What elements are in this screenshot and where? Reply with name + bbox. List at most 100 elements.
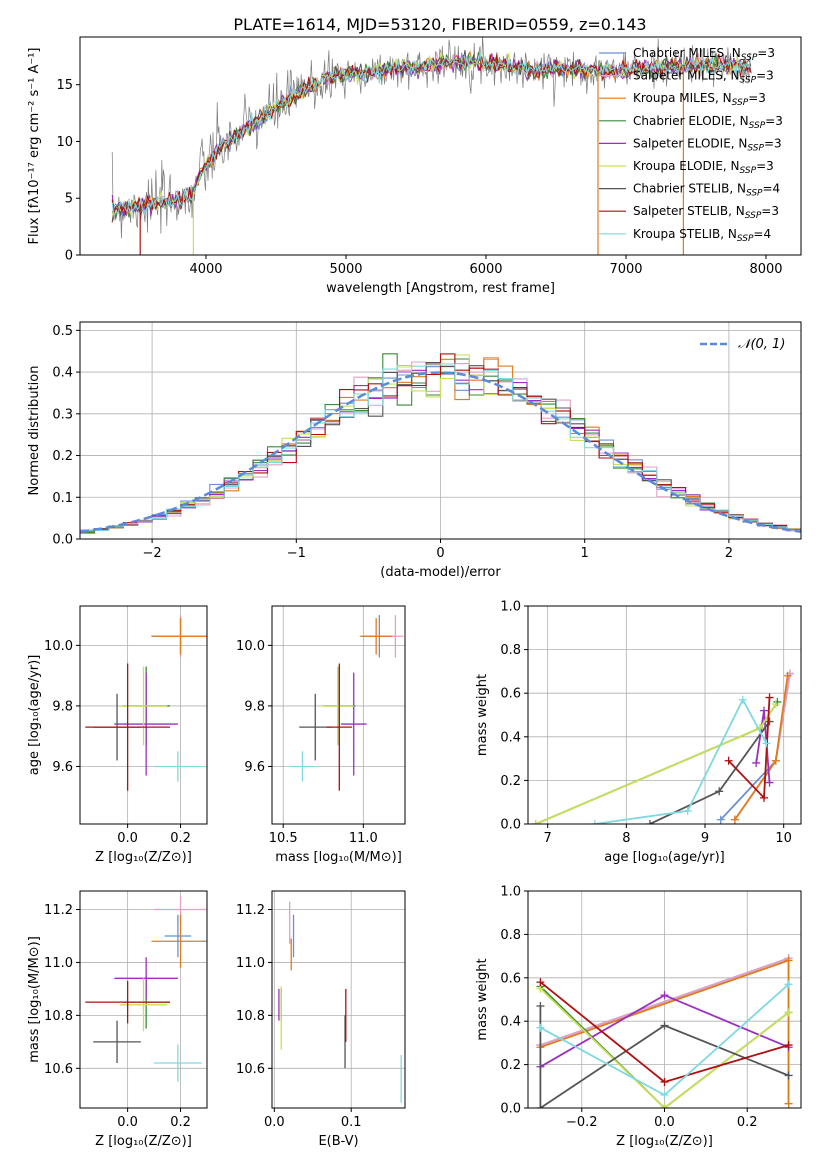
y-tick-label: 0.4 — [500, 730, 521, 745]
y-tick-label: 10.8 — [236, 1009, 265, 1024]
legend-entry: Chabrier ELODIE, NSSP=3 — [633, 114, 783, 131]
age-vs-Z-plot-area — [85, 615, 207, 791]
x-tick-label: 9 — [701, 831, 709, 846]
legend-entry: Chabrier STELIB, NSSP=4 — [633, 182, 780, 199]
x-tick-label: 8000 — [749, 262, 782, 277]
axes-frame — [79, 605, 208, 825]
y-tick-label: 5 — [65, 192, 73, 207]
mass-weight-marker — [784, 956, 793, 965]
mass-weight-marker — [784, 980, 793, 989]
spectrum-panel: 4000 5000 6000 7000 8000 0 5 10 15 wavelength [An… — [27, 36, 802, 296]
y-tick-label: 0.6 — [500, 971, 521, 986]
y-tick-label: 1.0 — [500, 885, 521, 900]
axes-frame — [271, 605, 406, 825]
y-tick-label: 0.2 — [500, 774, 521, 789]
mass-weight-marker — [536, 1023, 545, 1032]
x-axis-label: Z [log₁₀(Z/Z⊙)] — [95, 1134, 192, 1149]
x-tick-label: 10.5 — [269, 831, 298, 846]
x-tick-label: 6000 — [469, 262, 502, 277]
residual-histogram — [80, 363, 801, 532]
mass-weight-marker — [683, 806, 692, 815]
mass-weight-marker — [660, 991, 669, 1000]
x-axis-label: Z [log₁₀(Z/Z⊙)] — [95, 850, 192, 865]
y-tick-label: 9.6 — [52, 760, 73, 775]
mass-weight-marker — [531, 820, 540, 824]
y-axis-label: mass weight — [475, 958, 490, 1040]
mass-weight-marker — [760, 793, 769, 802]
x-axis-label: E(B-V) — [318, 1134, 358, 1149]
y-tick-label: 10 — [56, 135, 73, 150]
y-axis-label: Normed distribution — [27, 366, 42, 496]
mass-weight-marker — [645, 820, 654, 824]
y-tick-label: 0.0 — [52, 533, 73, 548]
mass-weight-marker — [784, 1099, 793, 1108]
y-tick-label: 15 — [56, 78, 73, 93]
x-axis-label: mass [log₁₀(M/M⊙)] — [275, 850, 402, 865]
x-tick-label: 0.1 — [341, 1115, 362, 1130]
legend-entry: 𝒩(0, 1) — [738, 337, 785, 352]
y-tick-label: 10.0 — [236, 639, 265, 654]
x-tick-label: −2 — [143, 546, 162, 561]
x-tick-label: 5000 — [329, 262, 362, 277]
axes-frame — [79, 36, 802, 256]
massweight-vs-age-panel: 7 8 9 10 0.0 0.2 0.4 0.6 0.8 1.0 age [log₁₀(age/yr… — [475, 600, 802, 865]
mass-weight-line — [539, 987, 790, 1108]
y-tick-label: 0 — [65, 249, 73, 264]
spectrum-plot-area — [111, 37, 752, 255]
y-axis-label: mass [log₁₀(M/M⊙)] — [27, 936, 42, 1063]
x-axis-label: wavelength [Angstrom, rest frame] — [326, 281, 555, 296]
y-tick-label: 0.2 — [52, 449, 73, 464]
legend-entry: Salpeter STELIB, NSSP=3 — [633, 204, 779, 221]
mass-weight-marker — [765, 717, 774, 726]
mass-weight-marker — [784, 1041, 793, 1050]
mass-vs-EBV-plot-area — [278, 901, 402, 1103]
mass-weight-marker — [784, 1071, 793, 1080]
mass-weight-line — [720, 673, 791, 821]
x-tick-label: 0 — [436, 546, 444, 561]
mass-weight-marker — [783, 671, 792, 680]
x-axis-label: Z [log₁₀(Z/Z⊙)] — [616, 1134, 713, 1149]
y-tick-label: 11.2 — [236, 903, 265, 918]
x-tick-label: −1 — [287, 546, 306, 561]
x-tick-label: 10 — [775, 831, 792, 846]
y-tick-label: 10.6 — [44, 1062, 73, 1077]
mass-weight-marker — [660, 1090, 669, 1099]
x-tick-label: 0.0 — [264, 1115, 285, 1130]
x-axis-label: (data-model)/error — [380, 565, 501, 580]
x-tick-label: 7000 — [609, 262, 642, 277]
y-tick-label: 0.1 — [52, 491, 73, 506]
y-tick-label: 10.6 — [236, 1062, 265, 1077]
y-tick-label: 0.6 — [500, 687, 521, 702]
mass-weight-marker — [730, 815, 739, 824]
age-vs-Z-panel: 0.0 0.2 9.6 9.8 10.0 Z [log₁₀(Z/Z⊙)] age [log₁… — [27, 605, 208, 865]
mass-weight-marker — [765, 693, 774, 702]
x-tick-label: 0.0 — [654, 1115, 675, 1130]
mass-weight-line — [540, 957, 789, 1046]
y-tick-label: 0.5 — [52, 324, 73, 339]
mass-weight-marker — [660, 1021, 669, 1030]
y-tick-label: 9.8 — [52, 699, 73, 714]
y-tick-label: 0.0 — [500, 818, 521, 833]
mass-weight-marker — [771, 700, 780, 709]
mass-weight-line — [539, 1006, 789, 1108]
legend-entry: Kroupa STELIB, NSSP=4 — [633, 227, 771, 244]
x-tick-label: 0.2 — [737, 1115, 758, 1130]
mass-weight-line — [594, 697, 768, 824]
legend-entry: Kroupa MILES, NSSP=3 — [633, 91, 766, 108]
mass-weight-line — [535, 701, 779, 824]
x-tick-label: 7 — [544, 831, 552, 846]
y-tick-label: 11.0 — [44, 956, 73, 971]
mass-weight-marker — [752, 758, 761, 767]
x-tick-label: 4000 — [189, 262, 222, 277]
age-vs-mass-plot-area — [291, 615, 404, 791]
x-tick-label: −0.2 — [566, 1115, 598, 1130]
y-tick-label: 9.8 — [244, 699, 265, 714]
y-axis-label: age [log₁₀(age/yr)] — [27, 655, 42, 776]
massweight-vs-Z-plot-area — [536, 954, 793, 1108]
x-tick-label: 8 — [622, 831, 630, 846]
x-tick-label: 0.0 — [117, 831, 138, 846]
y-axis-label: mass weight — [475, 674, 490, 756]
x-tick-label: 1 — [581, 546, 589, 561]
y-tick-label: 0.2 — [500, 1058, 521, 1073]
x-tick-label: 11.0 — [349, 831, 378, 846]
